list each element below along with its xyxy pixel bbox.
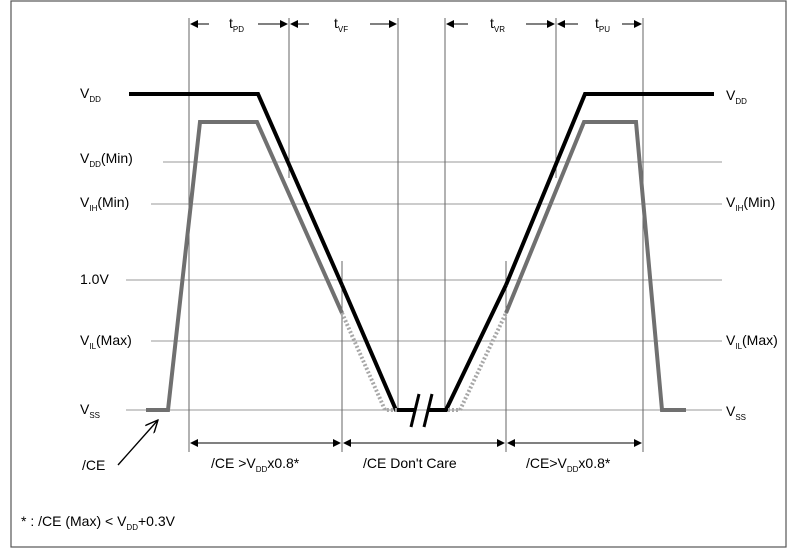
vil-max-left-label: VIL(Max) <box>80 332 132 351</box>
vdd-fall-solid <box>129 92 344 286</box>
ce-pointer-arrow <box>117 420 158 466</box>
vih-min-left-label: VIH(Min) <box>80 194 129 213</box>
ce-signal-label: /CE <box>82 457 105 473</box>
break-mark-2 <box>422 393 434 428</box>
axis-break <box>409 393 434 428</box>
vdd-waveform <box>129 92 714 412</box>
t-vr-label: tVR <box>490 15 505 34</box>
vertical-guides <box>188 18 644 452</box>
ce-rise-solid <box>504 120 686 412</box>
ce-fall-solid <box>146 120 344 412</box>
reference-lines <box>126 161 722 411</box>
vdd-right-label: VDD <box>726 87 747 106</box>
right-region-label: /CE>VDDx0.8* <box>526 455 611 474</box>
footnote: * : /CE (Max) < VDD+0.3V <box>21 513 176 532</box>
t-vf-label: tVF <box>334 15 348 34</box>
left-region-label: /CE >VDDx0.8* <box>211 455 300 474</box>
ce-dont-care-dotted <box>340 312 508 412</box>
vih-min-right-label: VIH(Min) <box>726 194 775 213</box>
vdd-fall-lower <box>340 284 414 412</box>
vdd-min-label: VDD(Min) <box>80 150 133 169</box>
ce-waveform <box>146 120 686 412</box>
vss-left-label: VSS <box>80 401 100 420</box>
diagram-frame <box>10 0 787 548</box>
ce-dotted-right <box>448 312 508 412</box>
vss-right-label: VSS <box>726 403 746 422</box>
vdd-rise-lower <box>428 284 508 412</box>
middle-region-label: /CE Don't Care <box>363 455 457 471</box>
one-volt-label: 1.0V <box>80 271 109 287</box>
vdd-rise-solid <box>504 92 714 286</box>
vil-max-right-label: VIL(Max) <box>726 332 778 351</box>
break-mark-1 <box>409 393 421 428</box>
vdd-left-label: VDD <box>80 85 101 104</box>
t-pd-label: tPD <box>229 15 244 34</box>
t-pu-label: tPU <box>595 15 610 34</box>
